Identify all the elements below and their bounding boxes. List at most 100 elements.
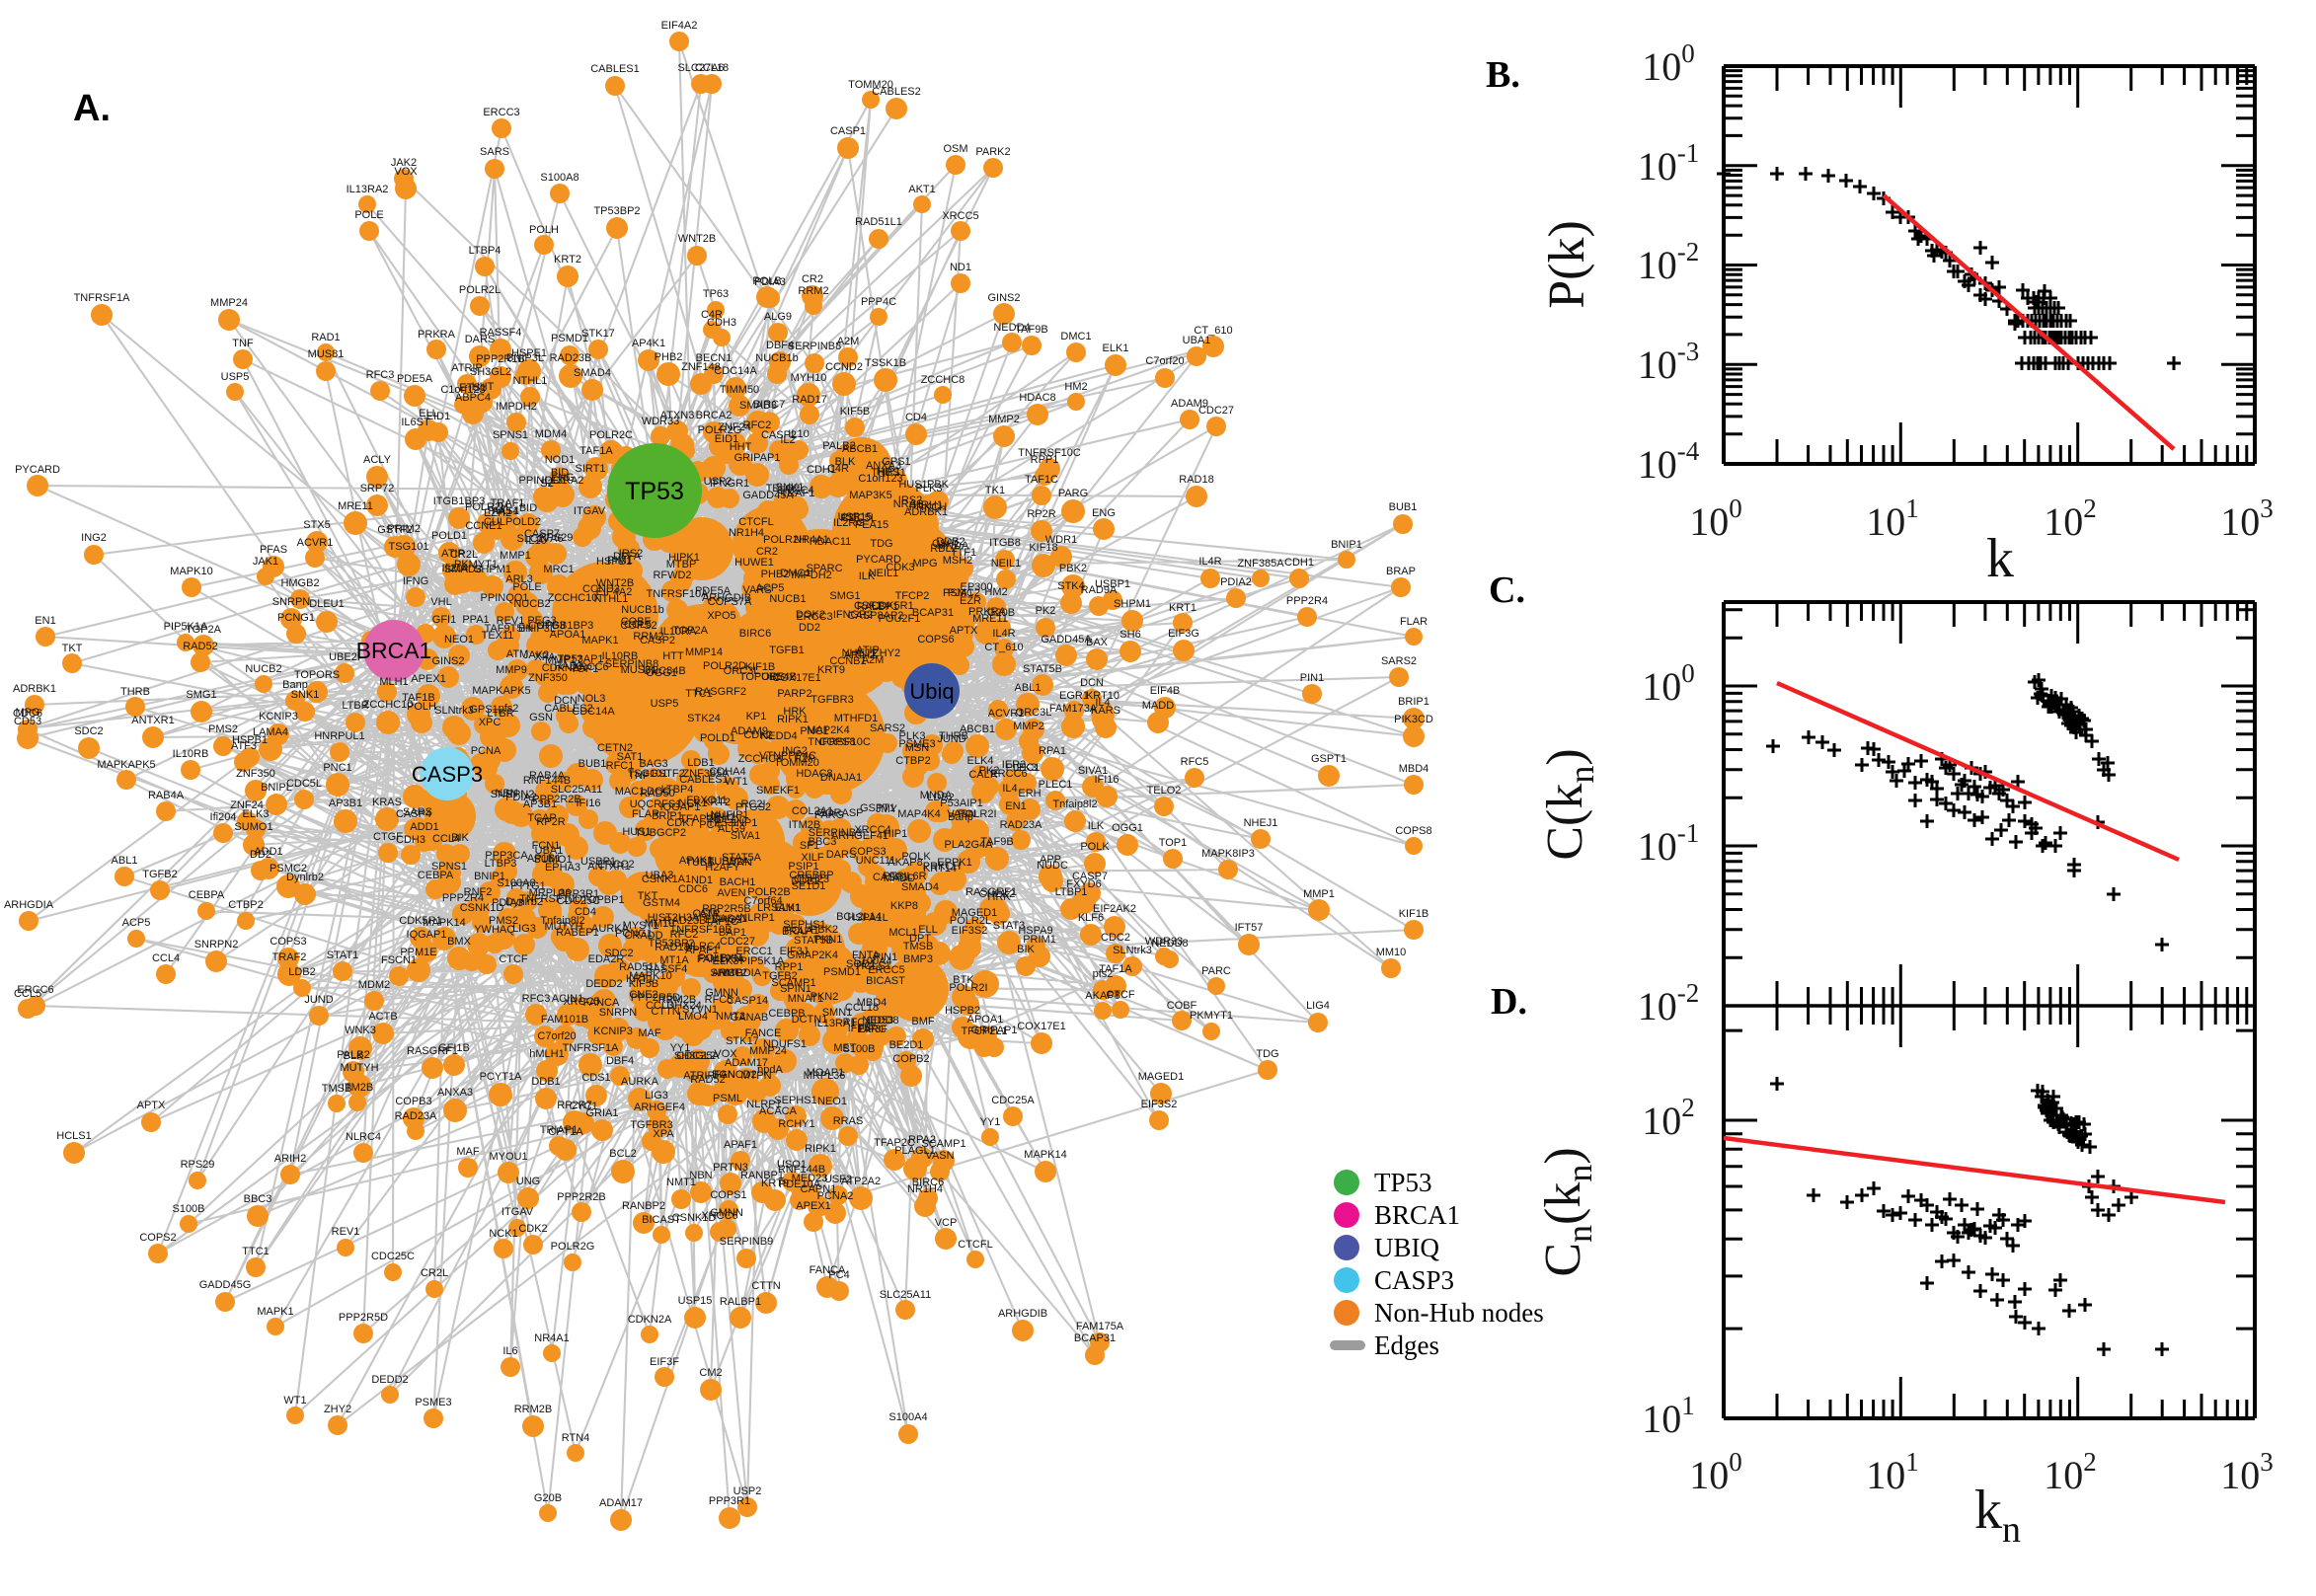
svg-text:EPHA3: EPHA3 — [545, 862, 580, 874]
svg-text:TRIAP1: TRIAP1 — [540, 1124, 579, 1136]
svg-text:HIST2H3A: HIST2H3A — [648, 912, 700, 924]
svg-text:SPARC: SPARC — [806, 563, 842, 574]
svg-text:HUWE1: HUWE1 — [734, 557, 774, 569]
svg-text:PPA1: PPA1 — [462, 614, 489, 626]
svg-text:RAD23A: RAD23A — [1000, 819, 1042, 831]
svg-text:IFI16: IFI16 — [1094, 774, 1119, 786]
svg-text:RASGRF2: RASGRF2 — [695, 686, 746, 698]
svg-text:CTCFL: CTCFL — [738, 516, 773, 528]
svg-text:NR1H4: NR1H4 — [907, 1183, 943, 1195]
svg-text:ATM: ATM — [506, 648, 528, 660]
svg-text:AVEN: AVEN — [717, 887, 745, 899]
svg-text:RAD1: RAD1 — [311, 332, 340, 343]
svg-text:SERPINB8: SERPINB8 — [605, 658, 658, 670]
svg-text:POLK: POLK — [901, 851, 931, 863]
svg-text:LMO4: LMO4 — [678, 1011, 708, 1023]
svg-text:KIF18: KIF18 — [1029, 542, 1057, 554]
svg-text:PK2: PK2 — [1036, 605, 1056, 617]
svg-text:XRCC5: XRCC5 — [942, 210, 978, 222]
svg-text:PSMD1: PSMD1 — [551, 333, 588, 344]
svg-text:TFAP2C: TFAP2C — [874, 1137, 915, 1149]
svg-text:CT_610: CT_610 — [984, 642, 1023, 653]
svg-text:SMAD4: SMAD4 — [901, 881, 939, 893]
svg-text:SNRPN2: SNRPN2 — [491, 789, 535, 800]
svg-text:RNF2: RNF2 — [464, 886, 493, 898]
svg-text:BUB1: BUB1 — [1389, 501, 1418, 513]
svg-text:MUTYH: MUTYH — [544, 921, 582, 933]
svg-text:MADD: MADD — [884, 873, 915, 884]
svg-text:COPS2: COPS2 — [620, 620, 656, 632]
svg-text:SMAD3: SMAD3 — [444, 564, 482, 575]
svg-text:PDIA3: PDIA3 — [492, 897, 523, 909]
svg-text:DOK2: DOK2 — [796, 609, 825, 621]
svg-text:C1orf123: C1orf123 — [858, 473, 902, 485]
svg-text:Tnfaip8l2: Tnfaip8l2 — [1052, 798, 1097, 810]
svg-text:ELK3: ELK3 — [713, 955, 739, 967]
svg-text:GSTF2: GSTF2 — [650, 768, 684, 780]
svg-text:CDH3: CDH3 — [707, 317, 736, 329]
svg-text:CDC25C: CDC25C — [557, 895, 600, 907]
svg-text:PPP2R2B: PPP2R2B — [557, 1191, 606, 1203]
svg-text:FAM175A: FAM175A — [1076, 1321, 1124, 1332]
svg-text:CASP3: CASP3 — [412, 762, 483, 787]
svg-text:KCNIP3: KCNIP3 — [593, 1026, 633, 1037]
svg-text:UNC111: UNC111 — [856, 855, 896, 867]
svg-text:CDS1: CDS1 — [581, 1072, 610, 1084]
svg-text:PLAGL1: PLAGL1 — [894, 1145, 936, 1157]
svg-text:HRK: HRK — [783, 706, 807, 718]
svg-text:MAPK1: MAPK1 — [581, 635, 618, 646]
svg-text:FNTA: FNTA — [852, 950, 881, 961]
svg-text:MNDA: MNDA — [920, 790, 953, 801]
svg-text:SAT1: SAT1 — [617, 751, 644, 763]
svg-text:ADD1: ADD1 — [410, 821, 438, 833]
svg-text:RAD50: RAD50 — [640, 788, 674, 799]
svg-text:VOX: VOX — [714, 1048, 737, 1060]
svg-text:COPS6: COPS6 — [917, 634, 954, 646]
svg-text:SARS: SARS — [403, 806, 432, 818]
svg-text:ND1: ND1 — [950, 262, 971, 273]
svg-text:ERCC6: ERCC6 — [990, 768, 1027, 780]
svg-text:ZNF24: ZNF24 — [230, 799, 264, 811]
svg-text:COPS1: COPS1 — [710, 1189, 746, 1201]
svg-text:PMS2: PMS2 — [208, 723, 238, 735]
svg-text:TELO2: TELO2 — [1147, 785, 1182, 797]
svg-text:CASP7: CASP7 — [1072, 871, 1108, 882]
svg-text:BMP3: BMP3 — [903, 953, 933, 965]
svg-text:PRKCH: PRKCH — [909, 501, 948, 513]
svg-text:DCC: DCC — [647, 786, 670, 798]
svg-text:COPS8: COPS8 — [1395, 825, 1431, 837]
svg-text:BRIP1: BRIP1 — [652, 810, 683, 822]
svg-text:S100A8: S100A8 — [540, 172, 579, 184]
svg-text:A2M: A2M — [837, 336, 860, 347]
svg-text:HNRPUL1: HNRPUL1 — [314, 730, 364, 742]
svg-text:FAM175A: FAM175A — [697, 953, 745, 965]
svg-text:PIM1: PIM1 — [607, 555, 633, 567]
svg-text:SOD1: SOD1 — [846, 958, 876, 970]
svg-text:PFAS: PFAS — [260, 544, 287, 556]
svg-text:USP15: USP15 — [838, 511, 873, 523]
svg-text:FBXO11: FBXO11 — [686, 795, 727, 806]
svg-text:DEDD2: DEDD2 — [371, 1374, 408, 1386]
svg-text:ERH: ERH — [1018, 788, 1041, 799]
svg-text:MUS81: MUS81 — [621, 664, 657, 676]
svg-text:SCAMP1: SCAMP1 — [921, 1138, 965, 1150]
svg-text:ING2: ING2 — [782, 745, 808, 757]
svg-text:ABL1: ABL1 — [1015, 682, 1042, 694]
svg-text:FLAR: FLAR — [1400, 616, 1428, 628]
svg-text:PIN1: PIN1 — [874, 951, 897, 963]
svg-text:ARHGDIA: ARHGDIA — [712, 967, 762, 979]
svg-text:HSPB1: HSPB1 — [596, 556, 632, 568]
svg-text:PPM1E: PPM1E — [400, 947, 436, 958]
svg-text:XPA: XPA — [653, 1128, 674, 1140]
svg-text:HUS1: HUS1 — [898, 479, 927, 491]
svg-text:COPS3: COPS3 — [270, 936, 306, 948]
svg-text:AP3B1: AP3B1 — [523, 798, 557, 810]
svg-text:TAF1B: TAF1B — [402, 692, 434, 704]
svg-text:SHPM1: SHPM1 — [474, 564, 511, 575]
svg-text:TOP2A: TOP2A — [186, 624, 222, 636]
svg-text:DDB2: DDB2 — [791, 875, 819, 887]
svg-text:NMT1: NMT1 — [666, 1177, 696, 1188]
svg-text:AP1B1: AP1B1 — [527, 853, 561, 865]
svg-text:BIRC6: BIRC6 — [739, 628, 771, 640]
svg-text:CR2: CR2 — [756, 546, 778, 558]
